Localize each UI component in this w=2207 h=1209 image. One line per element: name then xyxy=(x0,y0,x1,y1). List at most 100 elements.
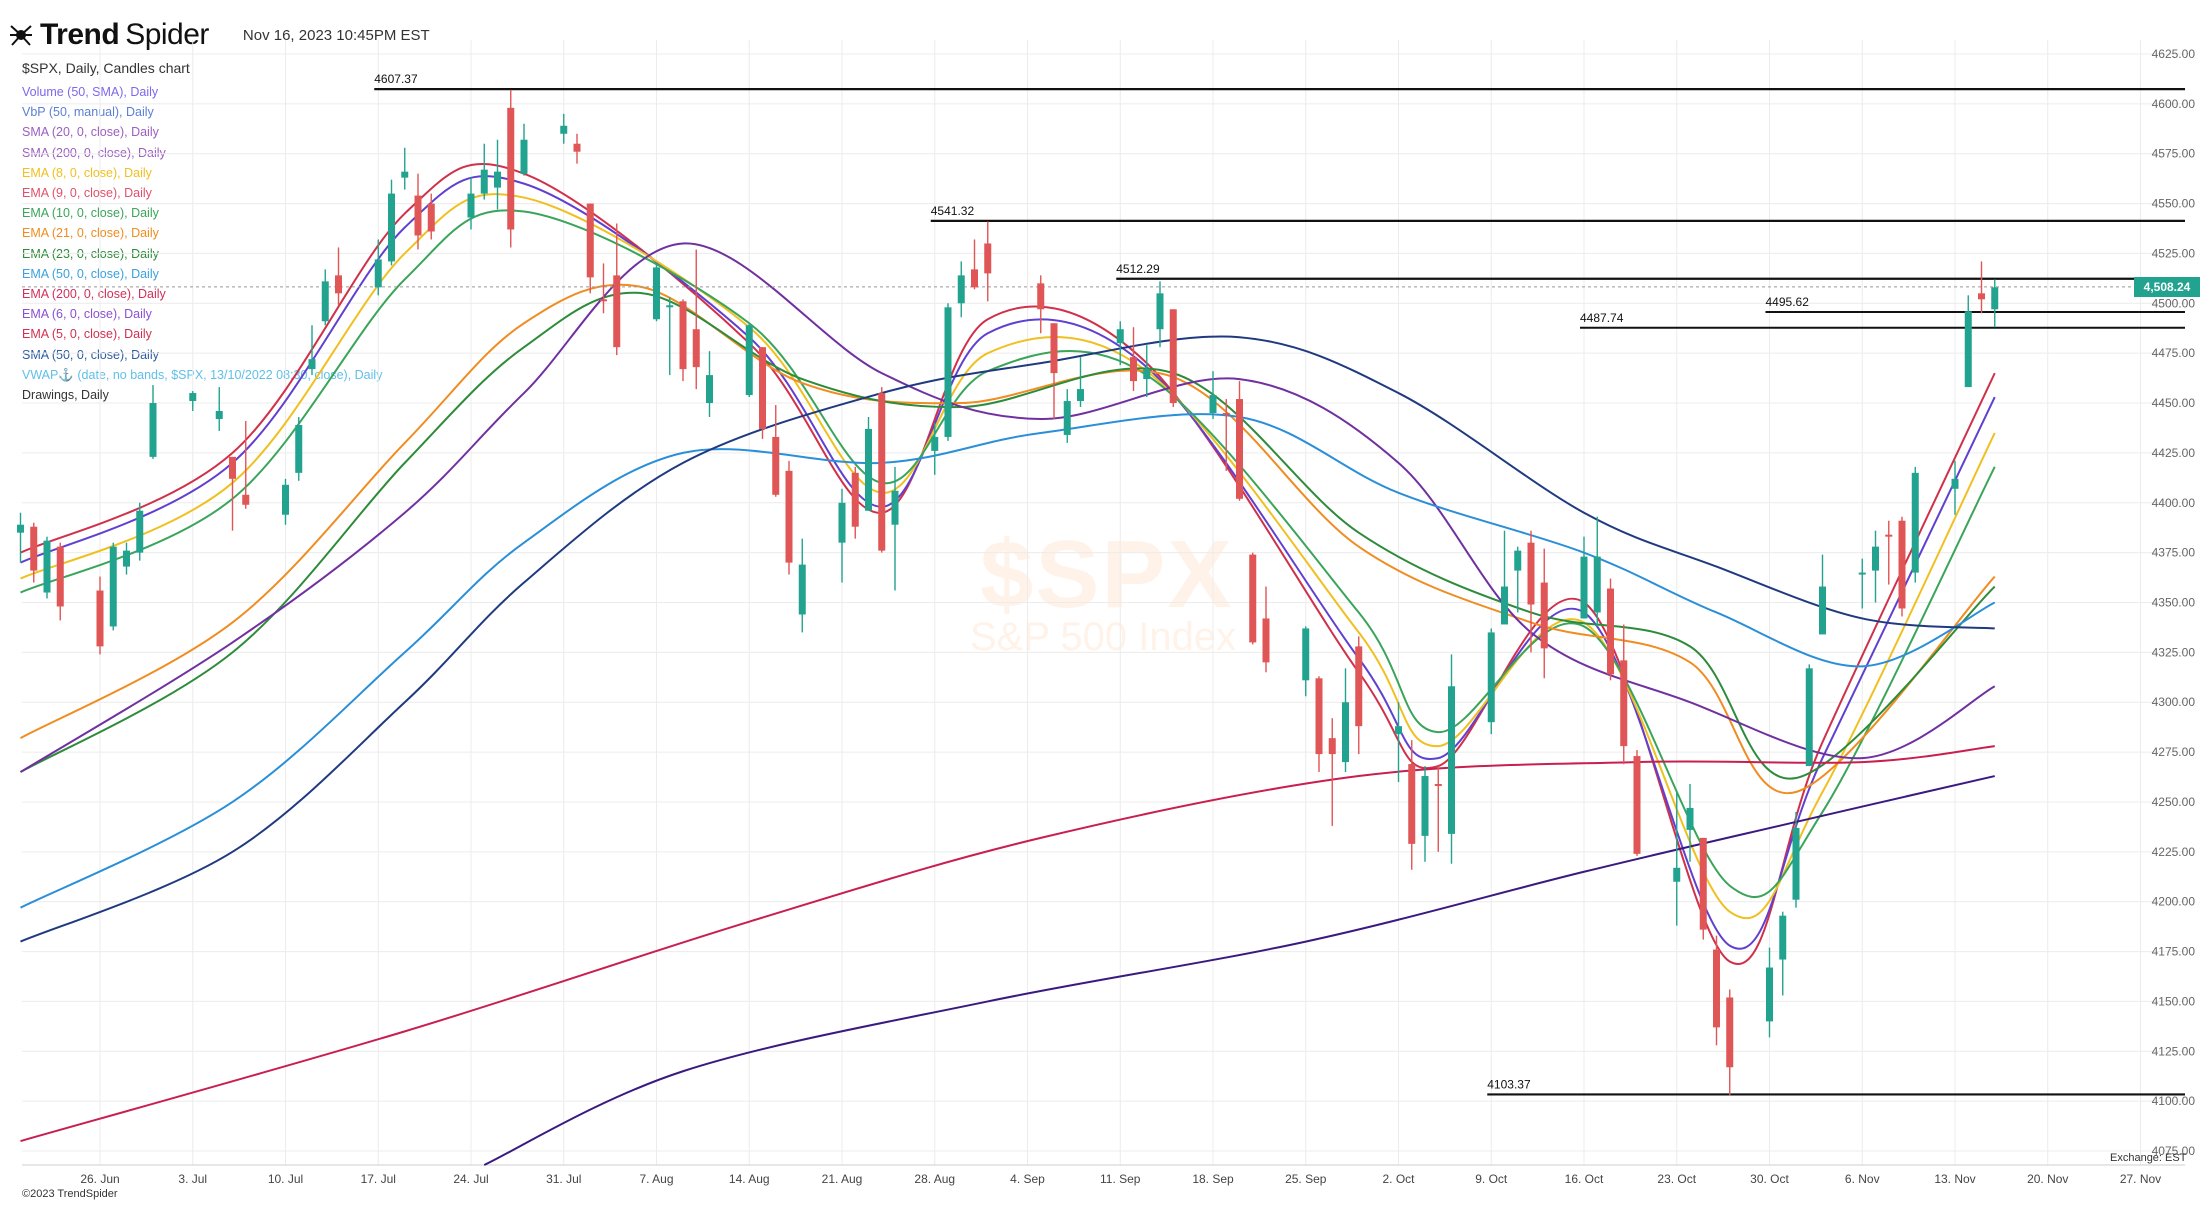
level-label: 4607.37 xyxy=(374,72,418,86)
candle xyxy=(1951,460,1959,515)
candle xyxy=(1699,837,1707,940)
candle-body xyxy=(1819,586,1826,635)
candle-body xyxy=(1991,287,1999,310)
candle xyxy=(1315,676,1323,773)
candle xyxy=(401,147,409,190)
candle-body xyxy=(1262,618,1270,663)
candle xyxy=(295,416,303,481)
candle xyxy=(586,203,594,294)
candle-body xyxy=(1222,413,1230,415)
x-tick-label: 3. Jul xyxy=(178,1172,207,1186)
legend-item[interactable]: VbP (50, manual), Daily xyxy=(22,105,154,120)
candle xyxy=(1077,357,1084,408)
candle-body xyxy=(1116,329,1124,344)
candle-body xyxy=(1156,293,1164,330)
legend-item[interactable]: EMA (5, 0, close), Daily xyxy=(22,327,152,342)
candle-body xyxy=(56,546,64,607)
x-tick-label: 14. Aug xyxy=(729,1172,770,1186)
candle-body xyxy=(586,203,594,278)
level-label: 4103.37 xyxy=(1487,1077,1531,1091)
candle-body xyxy=(1978,293,1985,300)
candle-body xyxy=(1050,323,1058,374)
candle-body xyxy=(613,275,621,348)
candle-body xyxy=(1514,550,1522,571)
candle xyxy=(1501,530,1508,625)
candle xyxy=(838,488,846,583)
candle xyxy=(494,139,501,210)
legend-item[interactable]: SMA (200, 0, close), Daily xyxy=(22,145,166,160)
y-tick-label: 4175.00 xyxy=(2152,945,2196,959)
candle xyxy=(1037,275,1045,334)
legend-item[interactable]: EMA (200, 0, close), Daily xyxy=(22,287,166,302)
candle-body xyxy=(653,267,660,320)
candle-body xyxy=(1633,756,1641,854)
legend-item[interactable]: EMA (10, 0, close), Daily xyxy=(22,206,159,221)
legend-item[interactable]: SMA (50, 0, close), Daily xyxy=(22,347,159,362)
candle-body xyxy=(971,269,978,288)
brand-logo[interactable]: Trend Spider xyxy=(8,18,209,52)
chart-title: $SPX, Daily, Candles chart xyxy=(22,60,190,76)
candle xyxy=(600,263,607,314)
candle-body xyxy=(878,393,886,551)
candle xyxy=(467,177,475,230)
candle xyxy=(56,542,64,621)
candle xyxy=(1898,516,1906,617)
legend-item[interactable]: EMA (9, 0, close), Daily xyxy=(22,186,152,201)
y-tick-label: 4150.00 xyxy=(2152,994,2196,1008)
candle xyxy=(1169,309,1177,408)
candle-body xyxy=(1302,628,1310,681)
x-tick-label: 27. Nov xyxy=(2120,1172,2161,1186)
candle-body xyxy=(1686,807,1694,830)
candle-body xyxy=(944,307,952,437)
candle xyxy=(1858,558,1866,609)
candle-body xyxy=(984,243,992,274)
candle xyxy=(759,347,766,439)
candle-body xyxy=(1792,827,1800,900)
candle-body xyxy=(851,472,859,527)
candle-body xyxy=(1169,309,1177,404)
candle-body xyxy=(149,403,157,457)
candle-body xyxy=(1143,369,1151,380)
legend-item[interactable]: SMA (20, 0, close), Daily xyxy=(22,125,159,140)
candle xyxy=(1063,389,1071,443)
candle-body xyxy=(1448,686,1455,834)
candle-body xyxy=(520,139,528,174)
candle-body xyxy=(560,125,568,134)
candle xyxy=(1130,327,1137,392)
candle xyxy=(785,460,793,575)
legend-item[interactable]: EMA (6, 0, close), Daily xyxy=(22,307,152,322)
legend-item[interactable]: EMA (8, 0, close), Daily xyxy=(22,165,152,180)
legend-item[interactable]: Drawings, Daily xyxy=(22,388,109,403)
candle-body xyxy=(1713,949,1720,1028)
legend-item[interactable]: Volume (50, SMA), Daily xyxy=(22,85,159,99)
legend-item[interactable]: EMA (50, 0, close), Daily xyxy=(22,266,159,281)
candle-body xyxy=(480,169,488,194)
candle xyxy=(1527,530,1535,653)
candle-body xyxy=(1699,837,1707,930)
candle xyxy=(17,512,24,563)
candle-body xyxy=(745,325,753,396)
candle xyxy=(706,351,713,417)
candle-body xyxy=(507,107,515,230)
candle-body xyxy=(692,329,700,368)
candle-body xyxy=(1501,586,1508,625)
moving-average-line xyxy=(20,745,1995,1143)
candle-body xyxy=(189,393,197,402)
candle-body xyxy=(1063,401,1071,435)
exchange-label: Exchange: EST xyxy=(2110,1152,2187,1164)
x-tick-label: 4. Sep xyxy=(1010,1172,1045,1186)
candle xyxy=(189,391,197,412)
candle xyxy=(30,522,38,583)
y-tick-label: 4500.00 xyxy=(2152,296,2196,310)
candle xyxy=(772,405,780,497)
candle-body xyxy=(1395,726,1402,735)
legend-item[interactable]: EMA (21, 0, close), Daily xyxy=(22,226,159,241)
y-tick-label: 4550.00 xyxy=(2152,197,2196,211)
y-tick-label: 4400.00 xyxy=(2152,496,2196,510)
last-price-tag: 4,508.24 xyxy=(2134,276,2200,297)
candle xyxy=(308,325,316,376)
candle-body xyxy=(1434,784,1442,787)
candle xyxy=(1819,554,1826,635)
candle-body xyxy=(123,550,130,567)
